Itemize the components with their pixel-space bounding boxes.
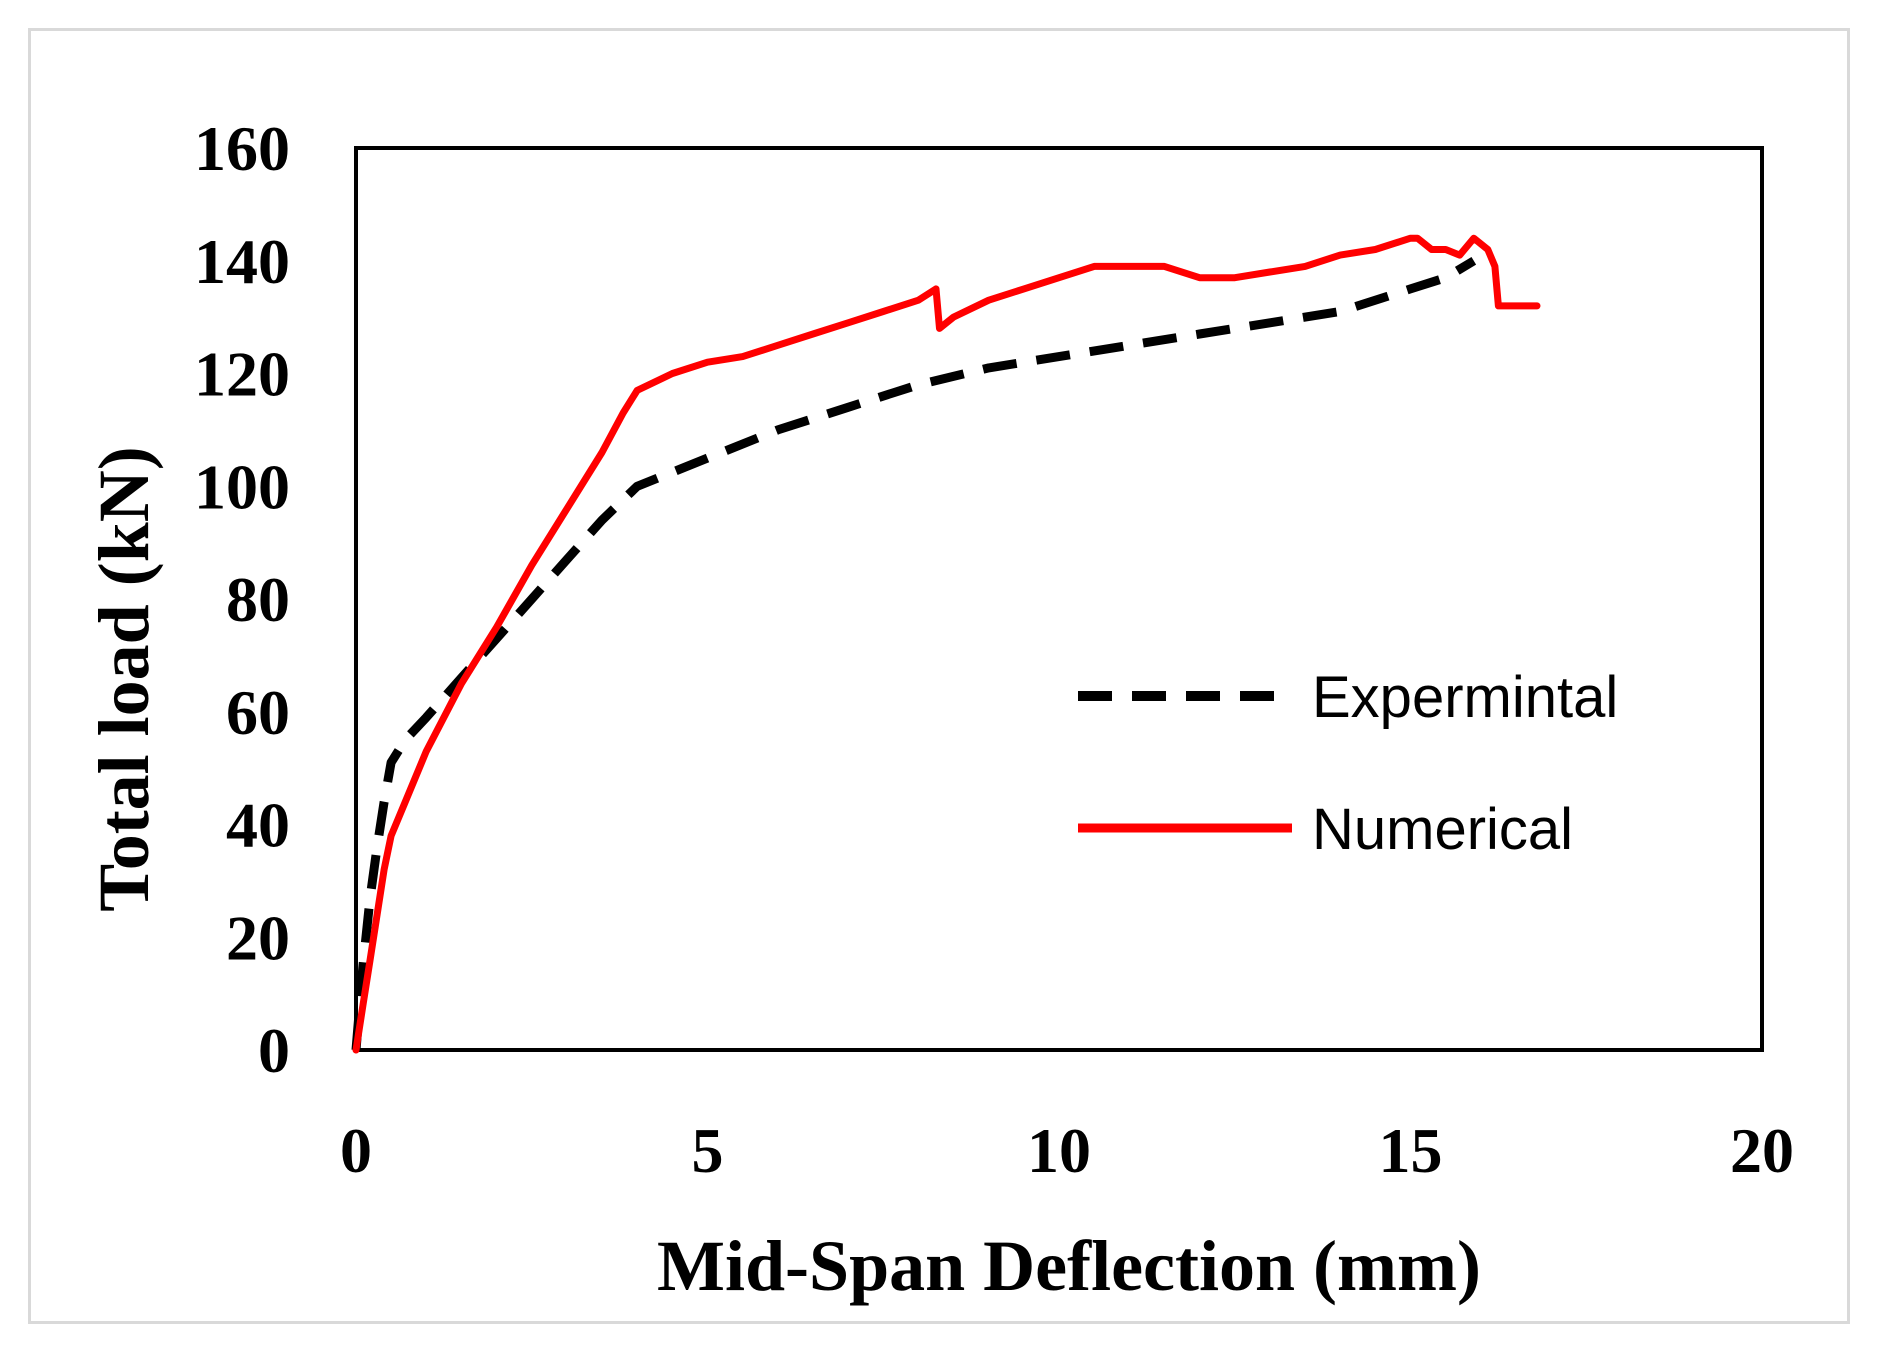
y-tick-label-0: 0 [258, 1015, 290, 1086]
series-layer [351, 234, 1541, 1054]
series-line-expermintal [351, 256, 1477, 1051]
x-axis-title: Mid-Span Deflection (mm) [657, 1226, 1481, 1306]
y-tick-label-80: 80 [226, 564, 290, 635]
x-tick-label-10: 10 [1027, 1115, 1091, 1186]
x-tick-label-20: 20 [1730, 1115, 1794, 1186]
y-tick-label-100: 100 [194, 451, 290, 522]
y-axis-title: Total load (kN) [84, 446, 164, 911]
y-tick-label-40: 40 [226, 790, 290, 861]
legend: Expermintal Numerical [1078, 665, 1618, 862]
x-tick-label-0: 0 [340, 1115, 372, 1186]
y-tick-label-160: 160 [194, 113, 290, 184]
x-tick-label-5: 5 [692, 1115, 724, 1186]
legend-label-numerical: Numerical [1312, 797, 1573, 862]
plot-area [354, 146, 1764, 1052]
y-tick-label-20: 20 [226, 902, 290, 973]
x-tick-label-15: 15 [1379, 1115, 1443, 1186]
y-tick-label-140: 140 [194, 226, 290, 297]
legend-label-expermintal: Expermintal [1312, 665, 1618, 730]
y-axis-ticks: 0 20 40 60 80 100 120 140 160 [194, 113, 290, 1086]
x-axis-ticks: 0 5 10 15 20 [340, 1115, 1794, 1186]
y-tick-label-120: 120 [194, 339, 290, 410]
y-tick-label-60: 60 [226, 677, 290, 748]
series-line-numerical [352, 234, 1541, 1054]
